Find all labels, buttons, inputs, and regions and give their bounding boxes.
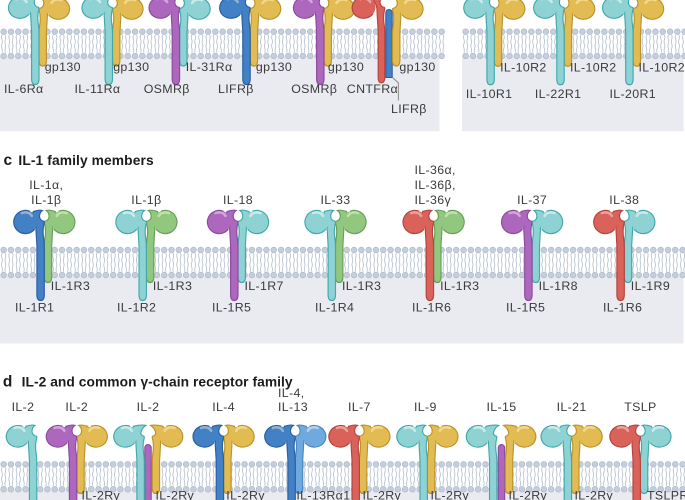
svg-text:IL-36β,: IL-36β, bbox=[415, 178, 456, 192]
svg-text:IL-4: IL-4 bbox=[212, 400, 235, 414]
svg-text:IL-10R2: IL-10R2 bbox=[500, 61, 547, 75]
svg-text:IL-1R5: IL-1R5 bbox=[506, 300, 545, 314]
svg-text:IL-22R1: IL-22R1 bbox=[535, 87, 582, 101]
svg-text:IL-4,: IL-4, bbox=[278, 386, 305, 400]
svg-text:gp130: gp130 bbox=[45, 60, 81, 74]
svg-text:OSMRβ: OSMRβ bbox=[144, 82, 190, 96]
svg-text:IL-1R3: IL-1R3 bbox=[440, 279, 479, 293]
svg-text:IL-15: IL-15 bbox=[487, 400, 517, 414]
svg-text:IL-1R4: IL-1R4 bbox=[315, 300, 354, 314]
svg-text:c: c bbox=[4, 152, 13, 169]
svg-text:IL-1 family members: IL-1 family members bbox=[18, 153, 154, 168]
svg-text:IL-38: IL-38 bbox=[609, 193, 639, 207]
svg-text:IL-10R1: IL-10R1 bbox=[466, 87, 513, 101]
svg-text:IL-37: IL-37 bbox=[517, 193, 547, 207]
svg-text:IL-13: IL-13 bbox=[278, 400, 308, 414]
svg-text:IL-2Rγ: IL-2Rγ bbox=[431, 488, 470, 500]
svg-text:IL-13Rα1: IL-13Rα1 bbox=[296, 488, 350, 500]
svg-text:IL-1β: IL-1β bbox=[131, 193, 161, 207]
svg-text:IL-1R8: IL-1R8 bbox=[539, 279, 578, 293]
svg-text:TSLPR: TSLPR bbox=[647, 488, 685, 500]
svg-text:IL-31Rα: IL-31Rα bbox=[186, 60, 233, 74]
svg-text:IL-2: IL-2 bbox=[137, 400, 160, 414]
svg-text:gp130: gp130 bbox=[113, 60, 149, 74]
svg-text:IL-1R5: IL-1R5 bbox=[212, 300, 251, 314]
svg-text:IL-1R1: IL-1R1 bbox=[15, 300, 54, 314]
svg-text:d: d bbox=[3, 374, 12, 391]
svg-text:IL-1R7: IL-1R7 bbox=[245, 279, 284, 293]
svg-text:IL-2Rγ: IL-2Rγ bbox=[363, 488, 402, 500]
svg-text:IL-2Rγ: IL-2Rγ bbox=[509, 488, 548, 500]
svg-text:IL-2: IL-2 bbox=[65, 400, 88, 414]
svg-text:LIFRβ: LIFRβ bbox=[391, 102, 427, 116]
svg-text:IL-2Rγ: IL-2Rγ bbox=[226, 488, 265, 500]
svg-text:IL-1R3: IL-1R3 bbox=[153, 279, 192, 293]
svg-text:IL-7: IL-7 bbox=[348, 400, 371, 414]
svg-text:OSMRβ: OSMRβ bbox=[291, 82, 337, 96]
svg-text:IL-11Rα: IL-11Rα bbox=[75, 82, 121, 96]
svg-text:IL-10R2: IL-10R2 bbox=[570, 61, 617, 75]
svg-text:IL-10R2: IL-10R2 bbox=[639, 61, 685, 75]
svg-text:IL-2 and common γ-chain recept: IL-2 and common γ-chain receptor family bbox=[22, 375, 293, 390]
svg-text:IL-2: IL-2 bbox=[12, 400, 35, 414]
svg-text:IL-36γ: IL-36γ bbox=[415, 193, 452, 207]
svg-text:IL-2Rγ: IL-2Rγ bbox=[156, 488, 195, 500]
svg-text:LIFRβ: LIFRβ bbox=[218, 82, 254, 96]
svg-text:gp130: gp130 bbox=[328, 60, 364, 74]
svg-text:IL-21: IL-21 bbox=[557, 400, 587, 414]
svg-text:TSLP: TSLP bbox=[624, 400, 656, 414]
svg-text:gp130: gp130 bbox=[256, 60, 292, 74]
svg-text:IL-1α,: IL-1α, bbox=[29, 178, 63, 192]
svg-text:IL-1R6: IL-1R6 bbox=[412, 300, 451, 314]
svg-text:IL-1β: IL-1β bbox=[31, 193, 61, 207]
svg-text:IL-1R9: IL-1R9 bbox=[631, 279, 670, 293]
svg-text:IL-9: IL-9 bbox=[414, 400, 437, 414]
svg-text:IL-1R3: IL-1R3 bbox=[342, 279, 381, 293]
svg-text:IL-1R6: IL-1R6 bbox=[603, 300, 642, 314]
svg-text:IL-6Rα: IL-6Rα bbox=[4, 82, 44, 96]
svg-text:IL-33: IL-33 bbox=[321, 193, 351, 207]
svg-text:IL-36α,: IL-36α, bbox=[415, 163, 456, 177]
svg-text:IL-1R3: IL-1R3 bbox=[51, 279, 90, 293]
svg-text:IL-2Rγ: IL-2Rγ bbox=[575, 488, 614, 500]
svg-text:gp130: gp130 bbox=[399, 60, 435, 74]
svg-text:IL-1R2: IL-1R2 bbox=[117, 300, 156, 314]
svg-text:CNTFRα: CNTFRα bbox=[347, 82, 398, 96]
svg-text:IL-20R1: IL-20R1 bbox=[610, 87, 657, 101]
svg-text:IL-2Rγ: IL-2Rγ bbox=[82, 488, 121, 500]
svg-text:IL-18: IL-18 bbox=[223, 193, 253, 207]
